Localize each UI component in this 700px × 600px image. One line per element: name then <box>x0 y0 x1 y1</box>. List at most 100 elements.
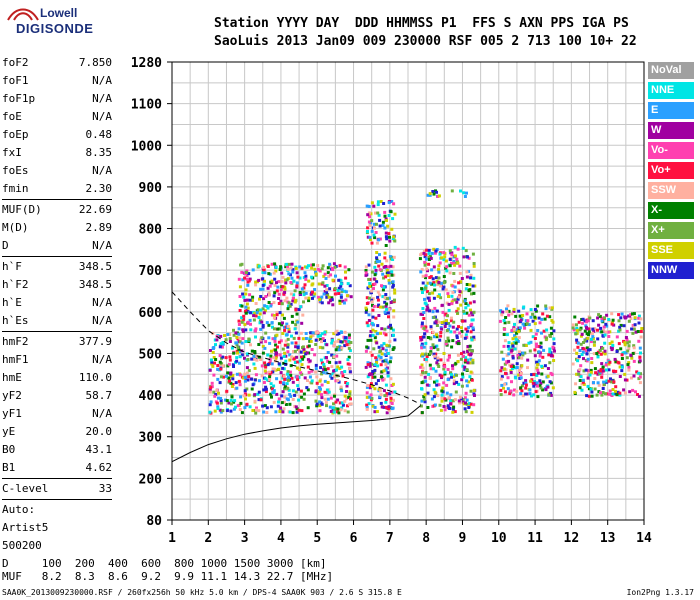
echo-point <box>500 375 504 379</box>
echo-point <box>373 375 377 379</box>
echo-point <box>254 283 258 287</box>
echo-point <box>285 322 289 326</box>
echo-point <box>279 356 283 360</box>
echo-point <box>320 383 324 387</box>
param-label: foEp <box>2 128 29 141</box>
echo-point <box>366 213 370 217</box>
echo-point <box>428 192 432 196</box>
x-tick-label: 13 <box>600 531 616 546</box>
echo-point <box>464 287 468 291</box>
echo-point <box>386 374 390 378</box>
echo-point <box>258 321 262 325</box>
echo-point <box>263 369 267 373</box>
echo-point <box>267 323 271 327</box>
echo-point <box>420 337 424 341</box>
echo-point <box>597 313 601 317</box>
echo-point <box>377 303 381 307</box>
echo-point <box>521 322 525 326</box>
param-value: N/A <box>92 296 112 309</box>
echo-point <box>449 330 453 334</box>
parameter-panel: foF2 7.850 foF1 N/A foF1p N/A foE N/A foEp 0.48 fx… <box>2 54 112 555</box>
echo-point <box>428 258 431 261</box>
echo-point <box>539 386 543 390</box>
echo-point <box>307 264 310 268</box>
echo-point <box>367 278 371 281</box>
echo-point <box>375 256 379 260</box>
echo-point <box>324 356 328 359</box>
echo-point <box>365 321 369 325</box>
echo-point <box>332 262 336 266</box>
echo-point <box>216 364 220 367</box>
echo-point <box>604 363 608 367</box>
echo-point <box>272 356 276 360</box>
echo-point <box>275 377 279 381</box>
echo-point <box>210 362 214 366</box>
echo-point <box>218 381 222 385</box>
echo-point <box>421 366 425 370</box>
echo-point <box>323 332 327 336</box>
echo-point <box>264 295 268 298</box>
echo-point <box>371 315 375 319</box>
echo-point <box>271 367 275 371</box>
echo-point <box>381 288 385 292</box>
echo-point <box>550 332 554 335</box>
echo-point <box>424 325 428 329</box>
echo-point <box>431 310 435 314</box>
echo-point <box>373 282 377 286</box>
echo-point <box>304 274 308 278</box>
echo-point <box>548 350 552 354</box>
echo-point <box>277 292 281 296</box>
echo-point <box>536 395 540 399</box>
echo-point <box>469 276 473 280</box>
echo-point <box>289 281 293 284</box>
echo-point <box>610 322 614 326</box>
echo-point <box>470 292 473 296</box>
echo-point <box>318 379 322 383</box>
echo-point <box>464 401 467 405</box>
echo-point <box>365 407 369 411</box>
echo-point <box>639 351 642 355</box>
echo-point <box>625 338 629 342</box>
echo-point <box>461 375 465 379</box>
echo-point <box>274 265 278 269</box>
echo-point <box>347 333 351 337</box>
echo-point <box>370 353 374 357</box>
echo-point <box>589 387 593 391</box>
echo-point <box>380 327 384 331</box>
echo-point <box>235 386 239 390</box>
echo-point <box>432 247 436 251</box>
echo-point <box>343 289 347 293</box>
echo-point <box>326 266 330 270</box>
echo-point <box>430 397 434 401</box>
echo-point <box>514 328 518 332</box>
echo-point <box>307 279 311 283</box>
echo-point <box>219 375 223 379</box>
x-tick-label: 8 <box>422 531 430 546</box>
echo-point <box>505 307 508 311</box>
echo-point <box>374 316 378 320</box>
echo-point <box>388 255 392 259</box>
echo-point <box>330 353 334 357</box>
echo-point <box>443 255 447 259</box>
echo-point <box>461 398 465 401</box>
echo-point <box>263 404 267 408</box>
echo-point <box>369 382 373 386</box>
echo-point <box>389 323 392 327</box>
echo-point <box>284 362 288 366</box>
echo-point <box>383 394 387 398</box>
echo-point <box>378 224 382 228</box>
echo-point <box>333 375 336 379</box>
echo-point <box>636 330 640 333</box>
digisonde-logo: Lowell DIGISONDE <box>2 2 122 42</box>
echo-point <box>601 391 605 394</box>
echo-point <box>536 371 540 375</box>
echo-point <box>528 349 532 353</box>
echo-point <box>602 325 606 329</box>
echo-point <box>589 370 593 374</box>
echo-point <box>255 311 259 315</box>
echo-point <box>512 388 516 392</box>
grid <box>171 62 645 521</box>
echo-point <box>388 392 392 396</box>
echo-point <box>364 365 368 369</box>
echo-point <box>209 358 213 362</box>
